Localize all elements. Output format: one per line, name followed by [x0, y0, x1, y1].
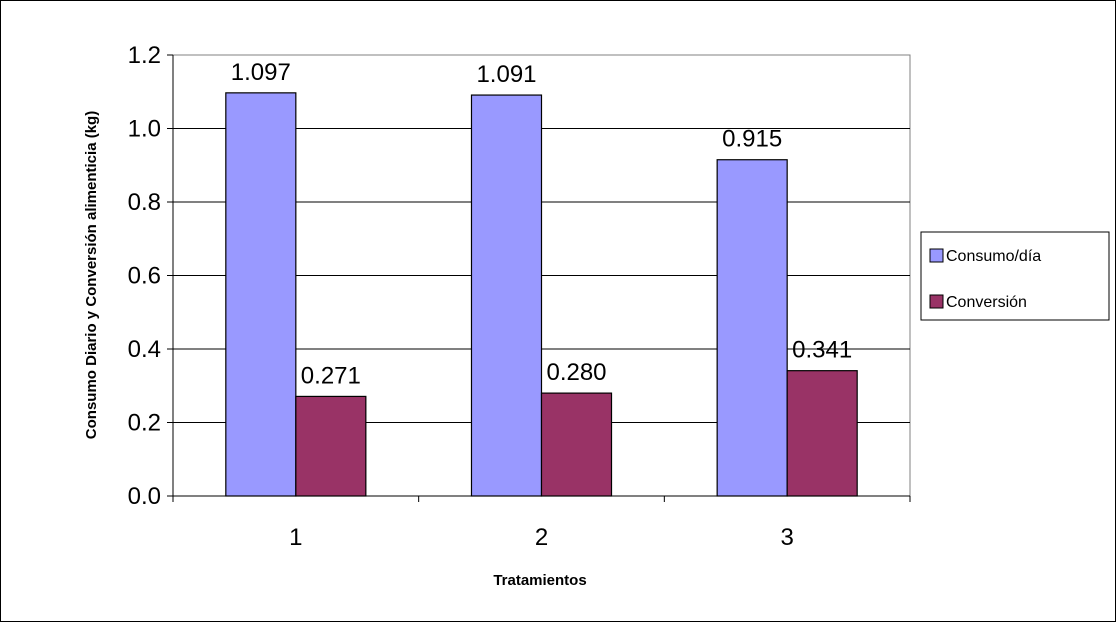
y-tick-label: 0.8: [128, 189, 161, 216]
legend-box: [920, 231, 1110, 321]
legend-swatch: [929, 248, 944, 263]
bar: [470, 94, 543, 497]
data-label: 0.280: [546, 359, 606, 386]
legend: Consumo/día Conversión: [929, 248, 1041, 311]
y-axis-title: Consumo Diario y Conversión alimenticia …: [83, 111, 100, 439]
bar: [225, 92, 297, 497]
y-axis: 0.0 0.2 0.4 0.6 0.8 1.0 1.2: [128, 42, 174, 510]
y-tick-label: 1.0: [128, 116, 161, 143]
x-tick-label: 2: [535, 524, 548, 551]
y-tick-label: 0.6: [128, 263, 161, 290]
bar: [540, 392, 613, 497]
data-label: 0.341: [792, 337, 852, 364]
x-axis: 1 2 3: [172, 495, 911, 551]
bar: [786, 370, 858, 497]
legend-label: Conversión: [946, 294, 1027, 311]
bar: [716, 159, 788, 497]
data-label: 1.097: [231, 59, 291, 86]
bar: [295, 395, 367, 497]
data-labels: 1.097 0.271 1.091 0.280 0.915 0.341: [231, 59, 852, 390]
legend-swatch: [929, 294, 944, 309]
data-label: 1.091: [476, 61, 536, 88]
y-tick-label: 0.4: [128, 336, 161, 363]
data-label: 0.271: [301, 362, 361, 389]
x-tick-label: 3: [780, 524, 793, 551]
legend-label: Consumo/día: [946, 248, 1041, 265]
y-tick-label: 0.0: [128, 483, 161, 510]
bars: [225, 92, 858, 497]
x-axis-title: Tratamientos: [493, 572, 586, 589]
x-tick-label: 1: [289, 524, 302, 551]
y-tick-label: 1.2: [128, 42, 161, 69]
data-label: 0.915: [722, 126, 782, 153]
y-tick-label: 0.2: [128, 410, 161, 437]
